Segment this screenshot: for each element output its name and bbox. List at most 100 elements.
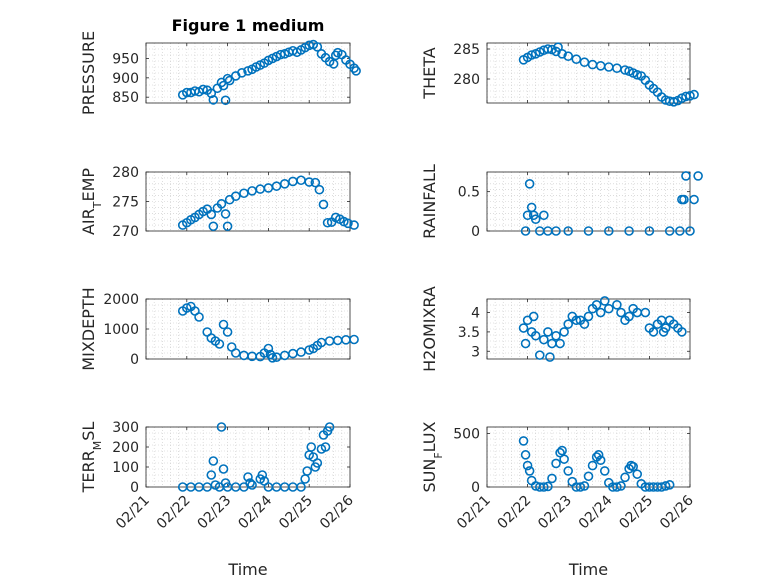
- data-point: [530, 330, 541, 341]
- y-tick-label: 280: [112, 165, 139, 181]
- x-tick-label: 02/24: [235, 492, 275, 532]
- data-point: [563, 226, 574, 236]
- grid: [486, 426, 690, 488]
- data-point: [343, 218, 353, 229]
- data-point: [222, 73, 233, 84]
- x-tick-label: 02/26: [657, 492, 697, 532]
- y-tick-label: 1000: [103, 322, 139, 338]
- data-point: [595, 455, 606, 466]
- data-point: [543, 327, 553, 337]
- data-point: [247, 480, 257, 490]
- data-point: [224, 75, 235, 86]
- data-point: [230, 191, 241, 201]
- data-point: [220, 95, 231, 106]
- data-point: [551, 458, 561, 469]
- data-point: [563, 51, 574, 62]
- data-point: [616, 481, 626, 491]
- data-point: [557, 445, 567, 456]
- data-point: [587, 460, 598, 471]
- data-point: [555, 338, 565, 349]
- data-point: [237, 68, 247, 78]
- data-point: [320, 442, 331, 452]
- data-point: [306, 442, 317, 452]
- data-point: [660, 481, 671, 491]
- axes-box: [486, 298, 691, 360]
- y-tick-label: 100: [112, 460, 139, 476]
- y-axis-label: AIRTEMP: [79, 168, 104, 235]
- x-tick-label: 02/25: [616, 493, 656, 533]
- y-tick-label: 3: [471, 344, 480, 360]
- y-tick-label: 200: [112, 440, 139, 456]
- y-tick-label: 0: [130, 480, 139, 496]
- data-point: [648, 327, 659, 337]
- data-point: [675, 226, 685, 236]
- data-point: [545, 352, 555, 362]
- data-point: [579, 319, 590, 329]
- y-axis-label: SUNFLUX: [420, 421, 445, 492]
- series: [518, 42, 699, 107]
- data-point: [620, 472, 630, 483]
- grid: [486, 298, 690, 360]
- series: [518, 296, 687, 362]
- data-point: [571, 54, 582, 65]
- y-axis-label: MIXDEPTH: [79, 287, 98, 370]
- data-point: [583, 311, 594, 322]
- data-point: [668, 97, 679, 107]
- data-point: [539, 210, 549, 221]
- y-tick-label: 270: [112, 224, 139, 240]
- data-point: [559, 454, 569, 464]
- data-point: [255, 184, 266, 194]
- data-point: [296, 482, 306, 492]
- data-point: [681, 171, 691, 181]
- grid: [145, 298, 350, 360]
- data-point: [328, 59, 339, 69]
- data-point: [644, 226, 655, 236]
- y-axis-label: TERRMSL: [79, 422, 104, 494]
- data-point: [522, 210, 533, 221]
- data-point: [530, 214, 541, 224]
- data-point: [332, 335, 343, 346]
- y-tick-label: 285: [453, 42, 480, 58]
- x-axis-label: Time: [227, 560, 267, 579]
- series: [177, 301, 359, 363]
- data-point: [520, 226, 531, 236]
- y-axis-label: PRESSURE: [79, 31, 98, 115]
- grid: [486, 171, 690, 232]
- data-point: [218, 464, 229, 474]
- data-point: [528, 311, 539, 322]
- data-point: [218, 80, 229, 91]
- data-point: [310, 177, 321, 188]
- data-point: [520, 338, 531, 349]
- x-tick-label: 02/25: [276, 493, 316, 533]
- data-point: [612, 482, 622, 492]
- data-point: [553, 42, 563, 53]
- data-point: [534, 350, 545, 360]
- data-point: [198, 84, 208, 95]
- data-point: [557, 48, 567, 59]
- x-tick-label: 02/24: [576, 492, 616, 532]
- subplot-sun-flux: 0 500 SUNFLUX 02/21 02/22 02/23 02/24 02/25 02/2…: [420, 421, 697, 579]
- data-point: [214, 339, 225, 349]
- y-tick-label: 0.5: [458, 185, 480, 201]
- data-point: [563, 466, 574, 476]
- y-tick-label: 4: [471, 306, 480, 322]
- data-point: [245, 478, 255, 488]
- x-tick-label: 02/26: [317, 492, 357, 532]
- data-point: [243, 472, 253, 482]
- data-point: [583, 471, 594, 482]
- y-tick-label: 300: [112, 420, 139, 436]
- data-point: [206, 88, 217, 99]
- data-point: [547, 338, 557, 349]
- data-point: [689, 89, 699, 100]
- data-point: [624, 311, 634, 322]
- data-point: [351, 66, 361, 76]
- data-point: [571, 315, 582, 326]
- y-tick-label: 3.5: [458, 325, 480, 341]
- data-point: [349, 220, 359, 230]
- data-point: [526, 202, 537, 213]
- x-tick-label: 02/21: [454, 493, 494, 533]
- y-tick-label: 850: [112, 90, 139, 106]
- data-point: [593, 450, 604, 460]
